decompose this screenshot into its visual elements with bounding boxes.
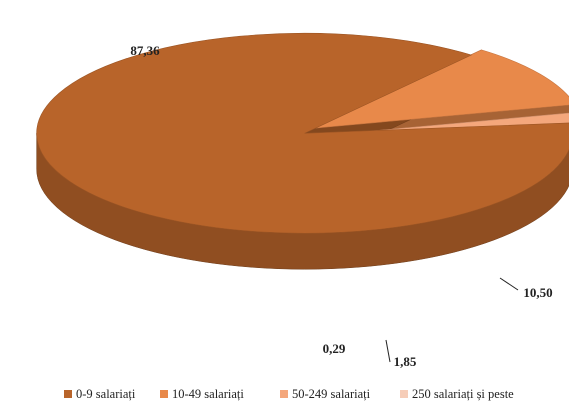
leader-line bbox=[385, 339, 391, 363]
legend-swatch bbox=[400, 390, 408, 398]
legend-label: 10-49 salariați bbox=[172, 387, 244, 401]
labels: 87,36 10,50 1,85 0,29 bbox=[130, 43, 552, 369]
legend-swatch bbox=[64, 390, 72, 398]
data-label: 87,36 bbox=[130, 43, 160, 58]
legend-label: 50-249 salariați bbox=[292, 387, 371, 401]
legend-swatch bbox=[160, 390, 168, 398]
slice bbox=[36, 32, 569, 234]
legend-label: 0-9 salariați bbox=[76, 387, 136, 401]
legend: 0-9 salariați 10-49 salariați 50-249 salar… bbox=[64, 387, 514, 401]
legend-label: 250 salariați și peste bbox=[412, 387, 514, 401]
data-label: 10,50 bbox=[523, 285, 552, 300]
slice bbox=[332, 112, 569, 135]
data-label: 1,85 bbox=[394, 354, 417, 369]
slice bbox=[314, 49, 569, 129]
data-label: 0,29 bbox=[323, 341, 346, 356]
leader-line bbox=[499, 277, 519, 291]
tops bbox=[36, 32, 569, 234]
legend-swatch bbox=[280, 390, 288, 398]
